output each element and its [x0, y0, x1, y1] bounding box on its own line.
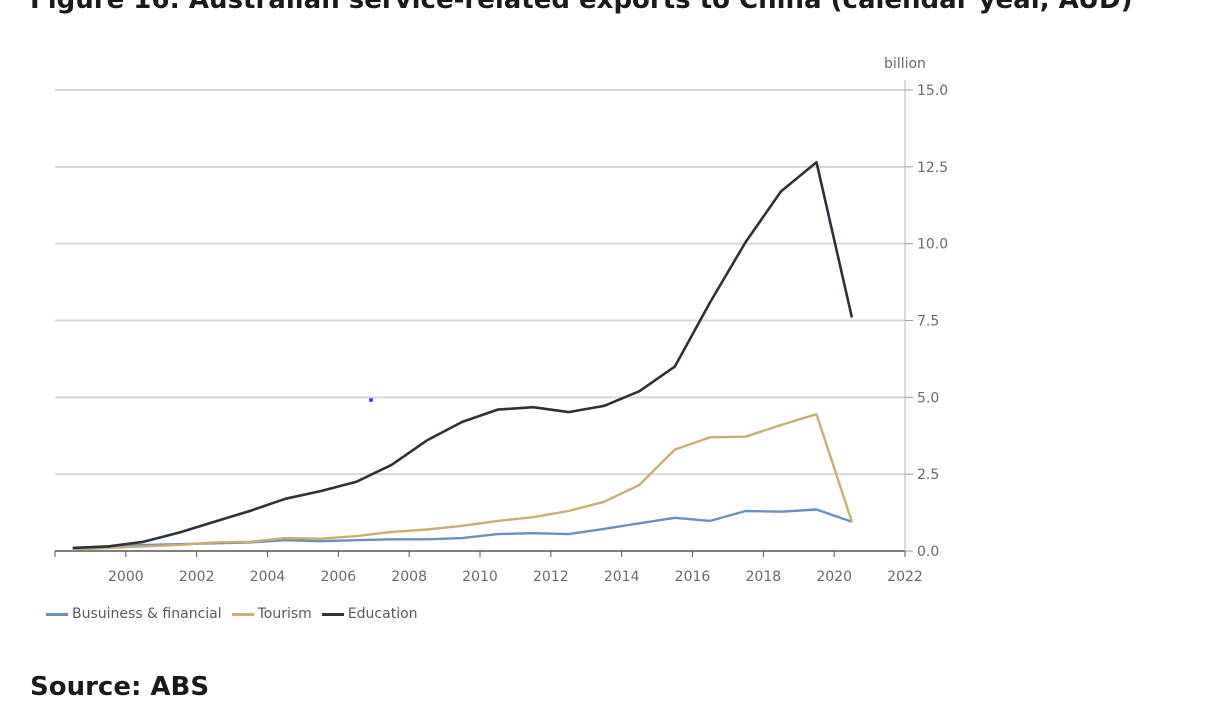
x-tick-label: 2008: [391, 569, 427, 585]
x-tick-label: 2000: [108, 569, 144, 585]
x-axis-ticks: 2000 2002 2004 2006 2008 2010 2012 2014 2016 2018…: [54, 551, 923, 585]
x-tick-label: 2004: [250, 569, 286, 585]
x-tick-label: 2020: [816, 569, 852, 585]
source-note: Source: ABS: [30, 672, 210, 702]
legend-item-business: Busuiness & financial: [46, 606, 222, 622]
legend-swatch-tourism: [231, 612, 254, 616]
legend-label-tourism: Tourism: [257, 606, 312, 622]
x-tick-label: 2014: [604, 569, 640, 585]
legend-item-education: Education: [321, 606, 418, 622]
gridlines: [55, 89, 905, 476]
x-tick-label: 2012: [533, 569, 569, 585]
legend-swatch-business: [46, 612, 68, 616]
y-tick-label: 2.5: [917, 467, 939, 483]
series-lines: [72, 160, 854, 551]
legend-label-education: Education: [347, 606, 418, 622]
chart-legend: Busuiness & financial Tourism Education: [46, 606, 428, 622]
stray-dot: [369, 398, 373, 402]
x-tick-label: 2016: [675, 569, 711, 585]
x-tick-label: 2006: [321, 569, 357, 585]
y-tick-label: 7.5: [917, 314, 939, 330]
y-tick-label: 12.5: [917, 160, 948, 176]
x-tick-label: 2022: [887, 569, 923, 585]
x-tick-label: 2002: [179, 569, 215, 585]
legend-swatch-education: [321, 612, 344, 616]
y-axis-unit-label: billion: [884, 56, 926, 72]
y-tick-label: 0.0: [917, 544, 939, 560]
y-tick-label: 15.0: [917, 83, 948, 99]
legend-label-business: Busuiness & financial: [72, 606, 222, 622]
series-line-tourism: [72, 413, 854, 551]
y-tick-label: 10.0: [917, 237, 948, 253]
axes: [55, 80, 906, 552]
y-axis-ticks: 0.0 2.5 5.0 7.5 10.0 12.5 15.0: [905, 83, 948, 560]
x-tick-label: 2010: [462, 569, 498, 585]
x-tick-label: 2018: [746, 569, 782, 585]
y-tick-label: 5.0: [917, 390, 939, 406]
chart-title: Figure 16: Australian service-related ex…: [30, 0, 1133, 15]
series-line-education: [72, 160, 854, 550]
legend-item-tourism: Tourism: [231, 606, 312, 622]
